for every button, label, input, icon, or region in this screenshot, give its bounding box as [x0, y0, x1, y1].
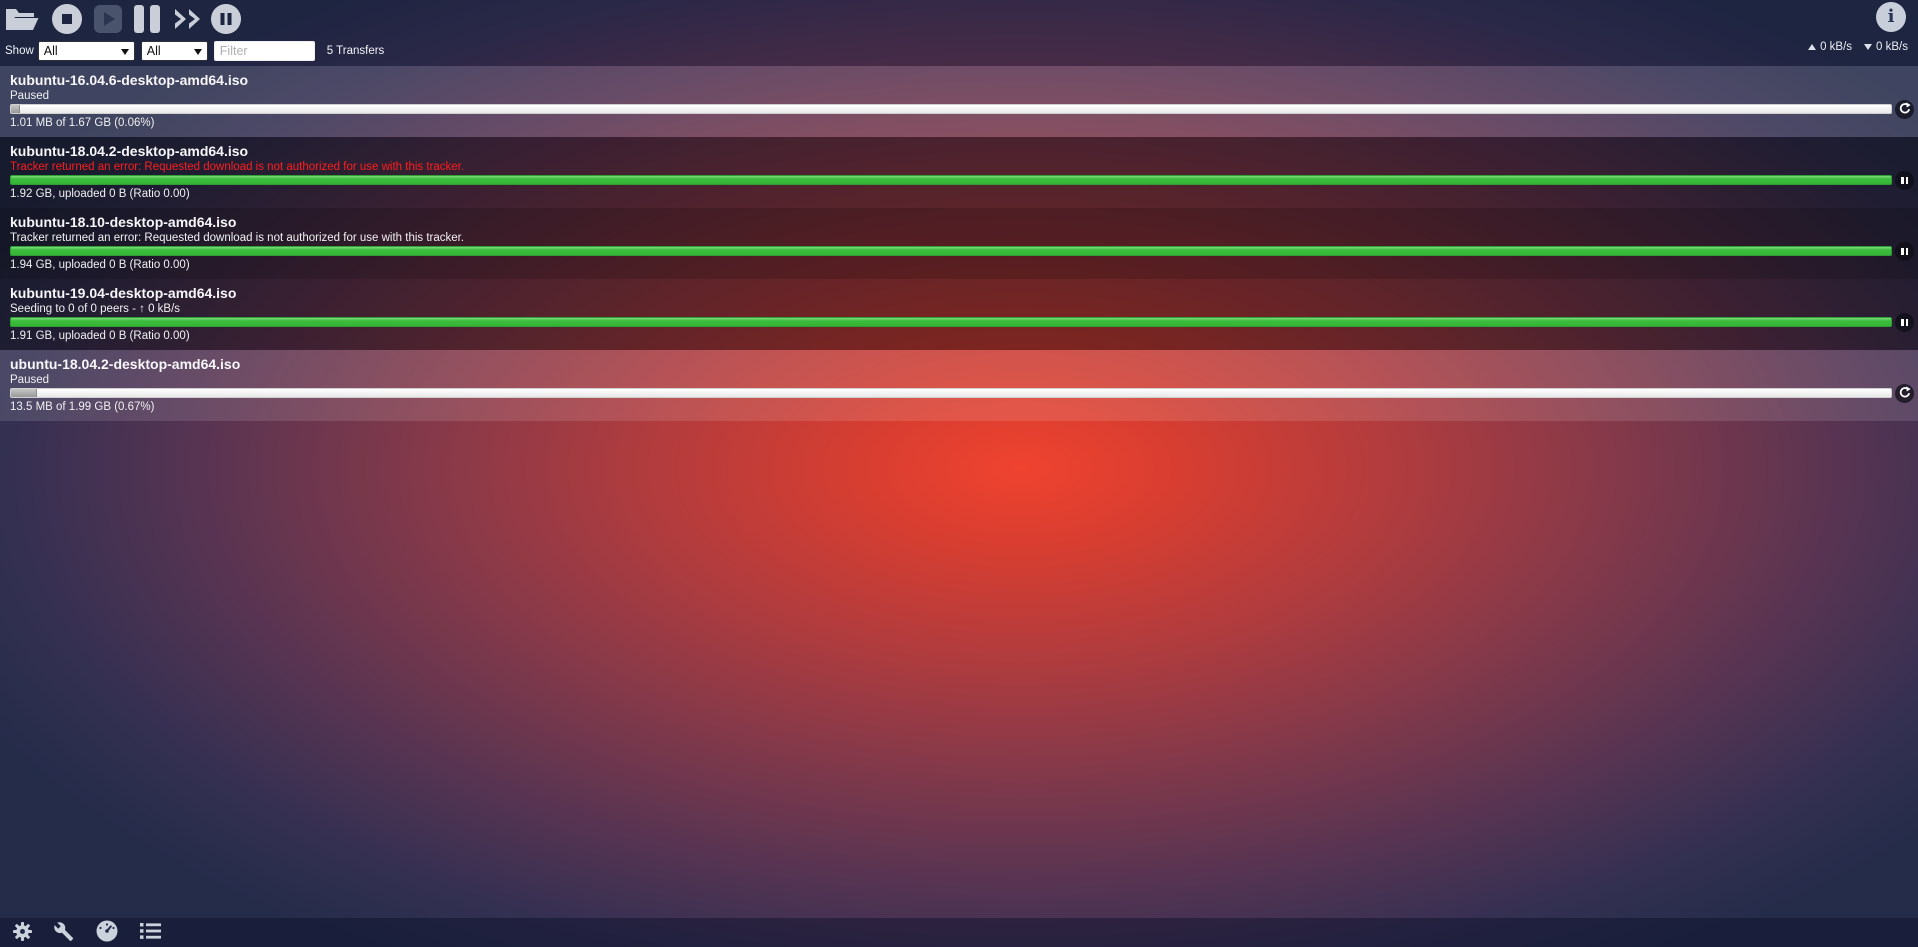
torrent-row[interactable]: kubuntu-16.04.6-desktop-amd64.iso Paused…	[0, 66, 1918, 137]
torrent-name: kubuntu-16.04.6-desktop-amd64.iso	[10, 72, 249, 88]
main-toolbar	[5, 3, 241, 35]
settings-button[interactable]	[13, 921, 32, 944]
progress-fill	[11, 389, 38, 397]
pause-all-button[interactable]	[211, 4, 241, 34]
resume-button[interactable]	[1895, 100, 1914, 119]
torrent-list: kubuntu-16.04.6-desktop-amd64.iso Paused…	[0, 66, 1918, 421]
speed-gauge-icon	[95, 920, 119, 945]
pause-button[interactable]	[1895, 313, 1914, 332]
stop-circle-icon	[52, 4, 82, 34]
play-icon	[94, 5, 122, 33]
wrench-icon	[53, 921, 74, 945]
resume-button[interactable]	[1895, 384, 1914, 403]
torrent-name: kubuntu-18.04.2-desktop-amd64.iso	[10, 143, 249, 159]
transfer-count: 5 Transfers	[326, 45, 385, 57]
info-icon: i	[1887, 6, 1895, 27]
torrent-stats: 1.01 MB of 1.67 GB (0.06%)	[10, 117, 155, 129]
pause-icon	[1901, 248, 1908, 255]
view-list-button[interactable]	[140, 922, 162, 943]
settings-gear-icon	[13, 921, 32, 944]
torrent-stats: 1.91 GB, uploaded 0 B (Ratio 0.00)	[10, 330, 190, 342]
filter-bar: Show All All 5 Transfers	[0, 36, 1918, 66]
torrent-status: Paused	[10, 374, 50, 386]
resume-icon	[1898, 385, 1911, 402]
upload-speed: 0 kB/s	[1808, 41, 1852, 53]
torrent-progressbar	[10, 388, 1892, 398]
torrent-stats: 13.5 MB of 1.99 GB (0.67%)	[10, 401, 155, 413]
pause-icon	[1901, 319, 1908, 326]
torrent-progressbar	[10, 246, 1892, 256]
list-icon	[140, 922, 162, 943]
progress-fill	[11, 176, 1891, 184]
status-filter-select[interactable]: All	[37, 41, 135, 61]
upload-arrow-icon	[1808, 44, 1817, 50]
show-label: Show	[5, 45, 34, 57]
pause-icon	[1901, 177, 1908, 184]
remove-torrent-button[interactable]	[52, 4, 82, 34]
tools-button[interactable]	[53, 921, 74, 945]
torrent-status: Paused	[10, 90, 50, 102]
open-torrent-button[interactable]	[5, 5, 39, 33]
download-arrow-icon	[1864, 44, 1873, 50]
torrent-row[interactable]: ubuntu-18.04.2-desktop-amd64.iso Paused …	[0, 350, 1918, 421]
speed-limit-button[interactable]	[95, 920, 119, 945]
torrent-name: kubuntu-18.10-desktop-amd64.iso	[10, 214, 237, 230]
progress-fill	[11, 247, 1891, 255]
header: i Show All All 5 Transfers 0 kB/s 0 kB/s	[0, 0, 1918, 66]
tracker-filter-select[interactable]: All	[140, 41, 208, 61]
resume-icon	[1898, 101, 1911, 118]
torrent-name: kubuntu-19.04-desktop-amd64.iso	[10, 285, 237, 301]
torrent-row[interactable]: kubuntu-18.04.2-desktop-amd64.iso Tracke…	[0, 137, 1918, 208]
progress-fill	[11, 105, 21, 113]
torrent-status: Tracker returned an error: Requested dow…	[10, 232, 465, 244]
torrent-status: Tracker returned an error: Requested dow…	[10, 161, 465, 173]
progress-fill	[11, 318, 1891, 326]
torrent-stats: 1.92 GB, uploaded 0 B (Ratio 0.00)	[10, 188, 190, 200]
pause-icon	[134, 5, 161, 33]
torrent-status: Seeding to 0 of 0 peers - ↑ 0 kB/s	[10, 303, 181, 315]
torrent-name: ubuntu-18.04.2-desktop-amd64.iso	[10, 356, 241, 372]
start-all-icon	[174, 7, 202, 31]
footer-toolbar	[0, 918, 1918, 947]
pause-torrent-button[interactable]	[134, 5, 161, 33]
pause-button[interactable]	[1895, 242, 1914, 261]
filter-input[interactable]	[213, 41, 315, 61]
info-button[interactable]: i	[1876, 2, 1906, 32]
torrent-progressbar	[10, 104, 1892, 114]
start-all-button[interactable]	[174, 7, 202, 31]
torrent-stats: 1.94 GB, uploaded 0 B (Ratio 0.00)	[10, 259, 190, 271]
torrent-row[interactable]: kubuntu-19.04-desktop-amd64.iso Seeding …	[0, 279, 1918, 350]
pause-button[interactable]	[1895, 171, 1914, 190]
open-folder-icon	[5, 5, 39, 33]
download-speed: 0 kB/s	[1864, 41, 1908, 53]
torrent-row[interactable]: kubuntu-18.10-desktop-amd64.iso Tracker …	[0, 208, 1918, 279]
start-torrent-button[interactable]	[94, 5, 122, 33]
torrent-progressbar	[10, 175, 1892, 185]
pause-all-icon	[211, 4, 241, 34]
torrent-progressbar	[10, 317, 1892, 327]
speed-summary: 0 kB/s 0 kB/s	[1808, 41, 1908, 53]
